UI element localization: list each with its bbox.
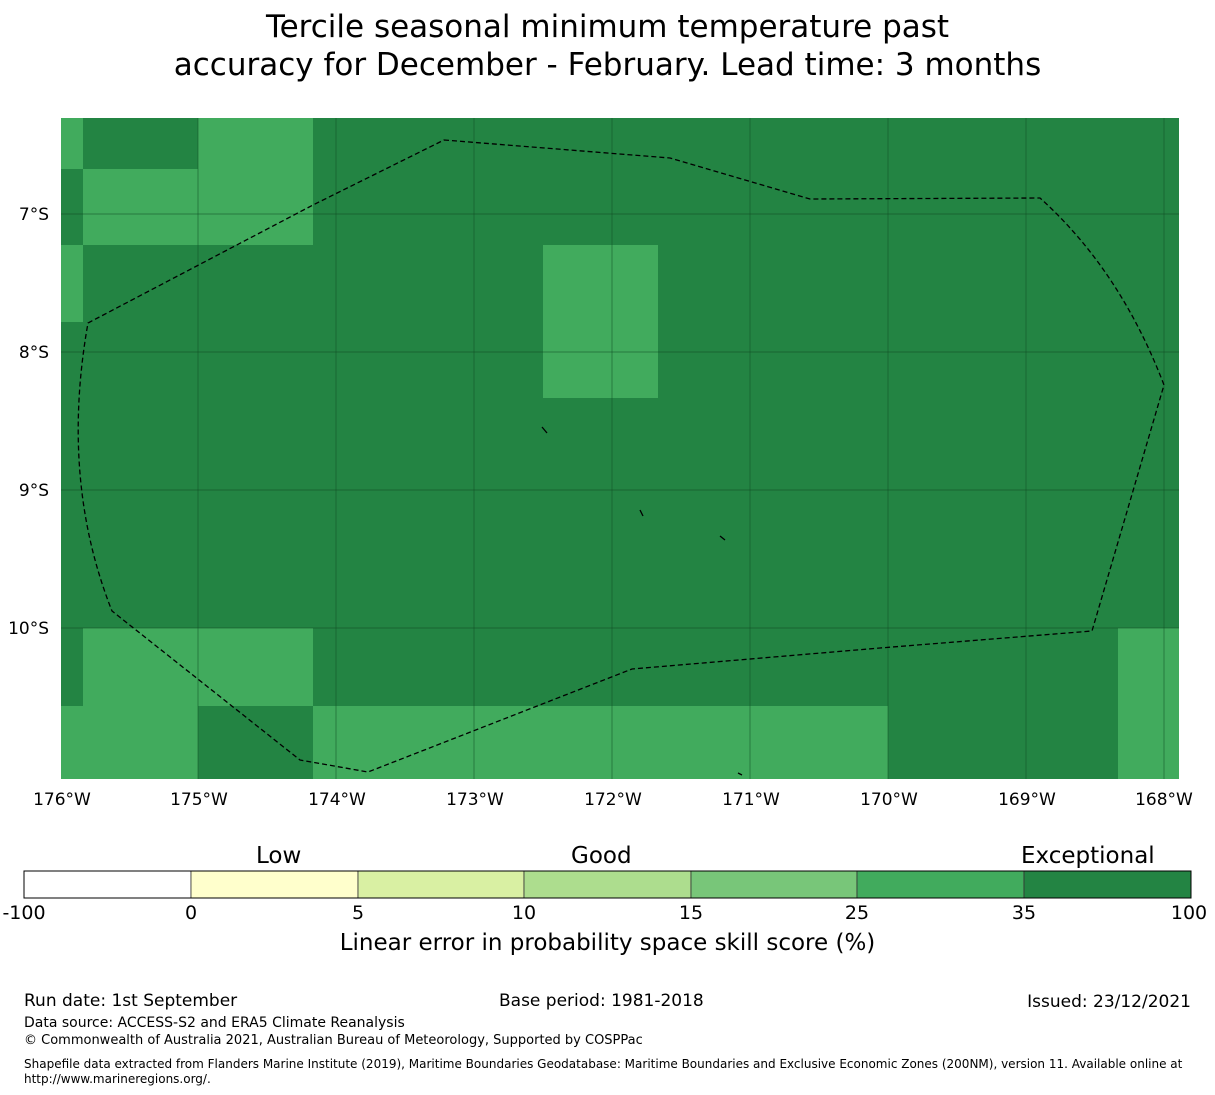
skill-cell [543, 245, 658, 398]
colorbar-segment [690, 870, 858, 899]
lon-label: 170°W [860, 790, 918, 810]
skill-cell [61, 706, 198, 779]
copyright-notice: © Commonwealth of Australia 2021, Austra… [24, 1033, 643, 1048]
colorbar-tick: 0 [184, 902, 198, 924]
colorbar-tick: 10 [511, 902, 537, 924]
island-marker [541, 426, 548, 434]
skill-cell [61, 118, 83, 169]
colorbar-label-low: Low [256, 843, 302, 869]
shapefile-credit: Shapefile data extracted from Flanders M… [24, 1057, 1183, 1086]
lon-label: 173°W [446, 790, 504, 810]
run-date: Run date: 1st September [24, 991, 238, 1011]
lat-label: 10°S [8, 619, 49, 639]
colorbar-label-good: Good [571, 843, 632, 869]
colorbar-tick: 35 [1011, 902, 1037, 924]
colorbar-label-exceptional: Exceptional [1021, 843, 1155, 869]
lat-label: 7°S [19, 205, 49, 225]
map-title-line-1: Tercile seasonal minimum temperature pas… [265, 9, 950, 45]
lon-label: 169°W [998, 790, 1056, 810]
colorbar-segment [190, 870, 359, 899]
lon-label: 168°W [1135, 790, 1193, 810]
map-title-line-2: accuracy for December - February. Lead t… [173, 47, 1042, 83]
island-marker [719, 535, 726, 541]
skill-cell [1118, 628, 1179, 779]
lon-label: 176°W [33, 790, 91, 810]
skill-cell [61, 245, 83, 322]
colorbar-tick: 25 [844, 902, 870, 924]
issued-date: Issued: 23/12/2021 [1027, 992, 1191, 1012]
colorbar-title: Linear error in probability space skill … [339, 930, 876, 956]
lat-label: 8°S [19, 343, 49, 363]
data-source: Data source: ACCESS-S2 and ERA5 Climate … [24, 1015, 405, 1031]
lat-label: 9°S [19, 481, 49, 501]
skill-cell [198, 118, 313, 169]
colorbar-segment [23, 870, 192, 899]
colorbar-segment [523, 870, 692, 899]
island-marker [639, 509, 644, 517]
colorbar-tick: 15 [678, 902, 704, 924]
colorbar-tick: -100 [2, 902, 46, 924]
eez-boundary [77, 139, 1165, 773]
colorbar-frame [23, 870, 1192, 899]
lon-label: 172°W [584, 790, 642, 810]
skill-cell [313, 706, 888, 779]
lon-label: 171°W [722, 790, 780, 810]
colorbar-tick: 100 [1170, 902, 1208, 924]
colorbar-segment [357, 870, 525, 899]
colorbar [23, 870, 1192, 899]
lon-label: 175°W [170, 790, 228, 810]
graticule [61, 118, 1179, 779]
lon-label: 174°W [308, 790, 366, 810]
colorbar-tick: 5 [351, 902, 365, 924]
island-marker [737, 772, 743, 776]
colorbar-segment [856, 870, 1025, 899]
map-panel [61, 118, 1179, 779]
colorbar-segment [1023, 870, 1192, 899]
base-period: Base period: 1981-2018 [499, 991, 704, 1011]
